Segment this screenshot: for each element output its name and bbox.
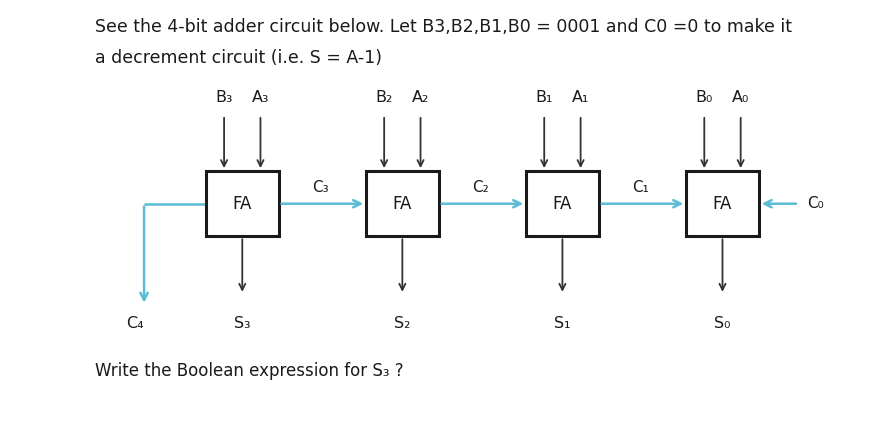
Text: FA: FA: [713, 195, 732, 213]
Bar: [366, 171, 439, 236]
Text: A₁: A₁: [572, 90, 590, 106]
Text: S₀: S₀: [714, 316, 731, 332]
Bar: [526, 171, 599, 236]
Text: FA: FA: [553, 195, 572, 213]
Text: A₀: A₀: [732, 90, 749, 106]
Text: C₀: C₀: [807, 196, 824, 211]
Text: C₂: C₂: [472, 180, 489, 195]
Text: S₁: S₁: [554, 316, 571, 332]
Text: B₁: B₁: [535, 90, 553, 106]
Text: B₃: B₃: [215, 90, 233, 106]
Text: C₃: C₃: [312, 180, 328, 195]
Text: A₂: A₂: [412, 90, 429, 106]
Text: Write the Boolean expression for S₃ ?: Write the Boolean expression for S₃ ?: [95, 362, 404, 380]
Text: FA: FA: [233, 195, 252, 213]
Text: FA: FA: [392, 195, 412, 213]
Text: a decrement circuit (i.e. S = A-1): a decrement circuit (i.e. S = A-1): [95, 49, 383, 68]
Text: C₁: C₁: [632, 180, 648, 195]
Text: S₂: S₂: [394, 316, 410, 332]
Text: A₃: A₃: [252, 90, 269, 106]
Text: See the 4-bit adder circuit below. Let B3,B2,B1,B0 = 0001 and C0 =0 to make it: See the 4-bit adder circuit below. Let B…: [95, 18, 792, 36]
Bar: [686, 171, 759, 236]
Text: C₄: C₄: [126, 316, 144, 332]
Text: B₂: B₂: [376, 90, 392, 106]
Text: S₃: S₃: [234, 316, 251, 332]
Bar: [206, 171, 278, 236]
Text: B₀: B₀: [696, 90, 713, 106]
